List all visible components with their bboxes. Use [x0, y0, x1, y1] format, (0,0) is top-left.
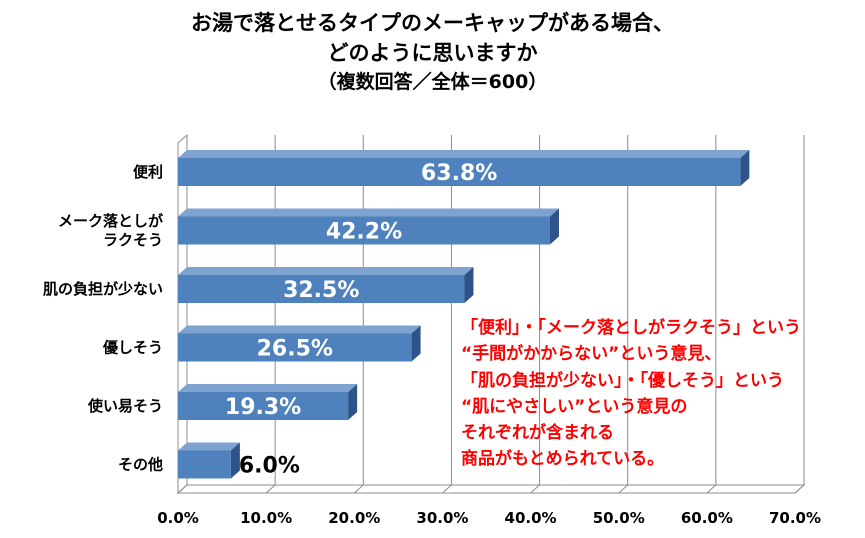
data-label: 26.5% [257, 337, 333, 362]
category-label: その他 [118, 456, 163, 474]
category-label: 使い易そう [87, 397, 163, 415]
category-label: メーク落としが [58, 212, 164, 230]
bar-side-face [740, 150, 750, 186]
x-tick-label: 50.0% [593, 509, 645, 527]
chart-title: お湯で落とせるタイプのメーキャップがある場合、 どのように思いますか （複数回答… [0, 8, 865, 96]
annotation-text: 「便利」・「メーク落としがラクそう」という “手間がかからない”という意見、「肌の… [461, 315, 801, 473]
x-tick-labels: 0.0% 10.0% 20.0% 30.0% 40.0% 50.0% 60.0% 70.0% [157, 509, 821, 527]
bar-2 [178, 208, 559, 245]
bar-top-face [178, 442, 240, 451]
gridline-floor [353, 484, 364, 494]
x-tick-label: 70.0% [769, 509, 821, 527]
annotation-line: 商品がもとめられている。 [461, 449, 665, 470]
bar [178, 333, 412, 362]
gridline-floor [177, 484, 188, 494]
bar [178, 392, 349, 420]
bar-top-face [178, 208, 559, 217]
gridline-floor [530, 484, 540, 494]
data-label: 19.3% [225, 395, 301, 420]
floor [176, 484, 806, 494]
gridlines [177, 135, 805, 494]
title-line-2: どのように思いますか [327, 41, 538, 65]
bar-side-face [348, 384, 358, 420]
gridline-floor [442, 484, 452, 494]
annotation-line: 「肌の負担が少ない」・「優しそう」という [461, 370, 784, 391]
x-tick-label: 20.0% [328, 509, 380, 527]
data-label: 32.5% [283, 278, 359, 303]
annotation-line: 「便利」・「メーク落としがラクそう」という [461, 318, 801, 338]
data-label: 6.0% [239, 454, 300, 479]
bar [178, 216, 550, 245]
bar-top-face [178, 150, 750, 158]
data-label: 42.2% [326, 220, 402, 245]
x-tick-label: 60.0% [681, 509, 733, 527]
data-label: 63.8% [421, 161, 497, 186]
bar-side-face [464, 267, 474, 303]
x-tick-label: 0.0% [157, 509, 199, 527]
bar-side-face [549, 208, 559, 245]
bar-5 [178, 384, 358, 420]
category-label: 肌の負担が少ない [43, 280, 163, 298]
category-label: 優しそう [102, 339, 163, 357]
bar-top-face [178, 267, 474, 275]
x-tick-label: 10.0% [240, 509, 292, 527]
side-wall [177, 133, 188, 495]
annotation-line: それぞれが含まれる [461, 423, 614, 444]
annotation-line: “手間がかからない”という意見、 [461, 344, 722, 365]
bar-side-face [230, 442, 240, 479]
bars: 63.8% 42.2% 32.5% 26.5% 19.3% 6.0% [178, 150, 750, 479]
gridline-floor [618, 484, 629, 494]
bar [178, 275, 465, 303]
x-tick-label: 30.0% [416, 509, 468, 527]
bar-1 [178, 150, 750, 186]
bar [178, 158, 741, 186]
bar-side-face [411, 325, 421, 362]
gridline-floor [706, 484, 717, 494]
x-tick-label: 40.0% [505, 509, 557, 527]
bar-top-face [178, 325, 421, 334]
bar-top-face [178, 384, 358, 392]
gridline-floor [794, 484, 805, 494]
bar-6 [178, 442, 240, 479]
title-line-3: （複数回答／全体＝600） [317, 71, 548, 93]
gridline-floor [265, 484, 276, 494]
bar [178, 450, 231, 479]
annotation-line: “肌にやさしい”という意見の [461, 396, 688, 417]
title-line-1: お湯で落とせるタイプのメーキャップがある場合、 [191, 11, 674, 35]
category-label: 便利 [133, 163, 163, 181]
bar-4 [178, 325, 421, 362]
category-label: ラクそう [103, 231, 163, 249]
bar-3 [178, 267, 474, 303]
